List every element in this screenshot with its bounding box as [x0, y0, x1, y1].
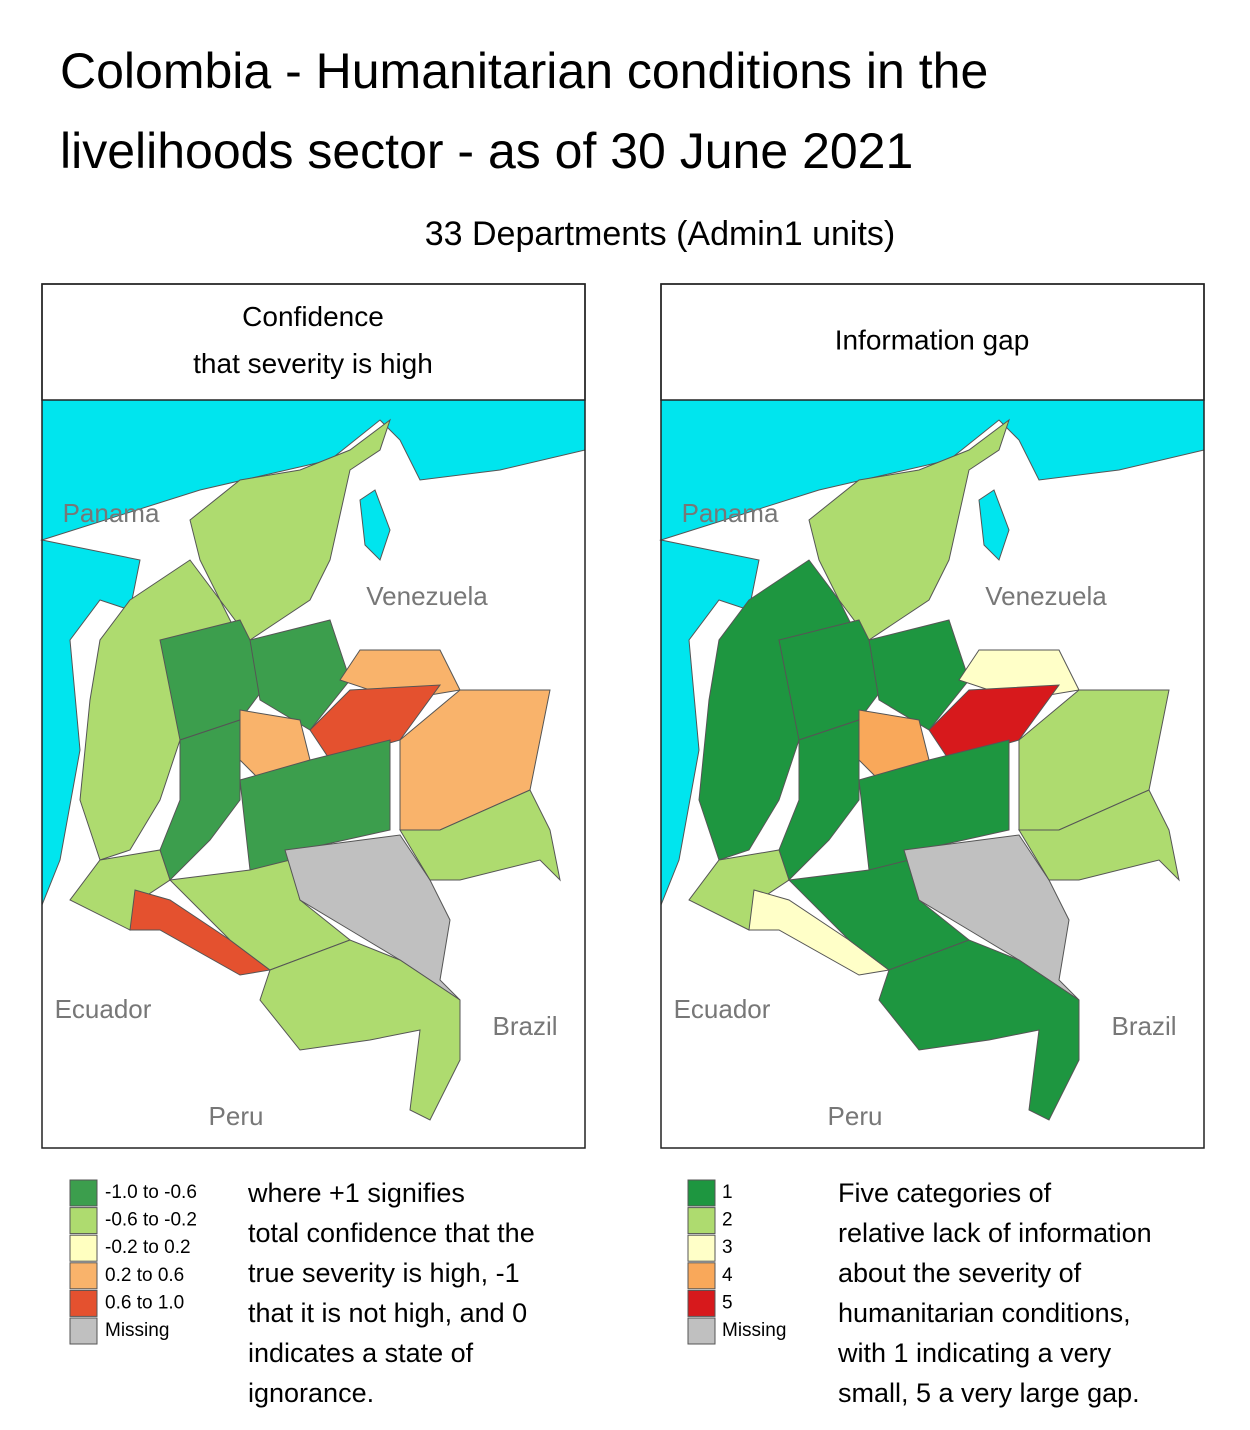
title-line: livelihoods sector - as of 30 June 2021 — [60, 123, 913, 179]
panel-header: Information gap — [835, 324, 1030, 355]
title-line: Colombia - Humanitarian conditions in th… — [60, 43, 988, 99]
department — [868, 619, 970, 731]
department — [778, 719, 860, 881]
map-frame — [41, 283, 586, 1149]
lake — [978, 489, 1010, 561]
legend-label: 1 — [722, 1182, 733, 1203]
note-line: total confidence that the — [248, 1218, 535, 1248]
legend-swatch — [687, 1179, 716, 1207]
legend-swatch — [687, 1289, 716, 1317]
note-line: where +1 signifies — [247, 1178, 465, 1208]
country-label: Ecuador — [674, 994, 771, 1024]
legend-label: 4 — [722, 1265, 733, 1286]
department — [928, 684, 1061, 761]
legend-swatch — [69, 1234, 98, 1262]
country-label: Peru — [209, 1101, 264, 1131]
note-line: Five categories of — [838, 1178, 1052, 1208]
legend-swatch — [69, 1317, 98, 1345]
country-label: Panama — [682, 498, 779, 528]
department — [129, 889, 272, 976]
lake — [359, 489, 391, 561]
note-line: true severity is high, -1 — [248, 1258, 520, 1288]
note-line: ignorance. — [248, 1378, 374, 1408]
panel-header: Confidence — [242, 301, 384, 332]
map-panel: Confidence that severity is high Panama Ven… — [40, 283, 586, 1408]
country-label: Venezuela — [366, 581, 488, 611]
legend-swatch — [687, 1207, 716, 1235]
legend-label: 0.6 to 1.0 — [105, 1292, 184, 1313]
note-line: with 1 indicating a very — [837, 1338, 1112, 1368]
department — [903, 834, 1080, 1001]
legend-swatch — [69, 1179, 98, 1207]
legend-swatch — [687, 1317, 716, 1345]
department — [787, 859, 970, 971]
note-line: small, 5 a very large gap. — [838, 1378, 1140, 1408]
legend-label: 3 — [722, 1237, 733, 1258]
legend-label: -1.0 to -0.6 — [105, 1182, 197, 1203]
country-label: Venezuela — [985, 581, 1107, 611]
legend-label: 0.2 to 0.6 — [105, 1265, 184, 1286]
note-line: humanitarian conditions, — [838, 1298, 1131, 1328]
department — [159, 719, 241, 881]
note-line: indicates a state of — [248, 1338, 474, 1368]
subtitle: 33 Departments (Admin1 units) — [425, 215, 896, 253]
department — [284, 834, 461, 1001]
legend-label: 2 — [722, 1210, 733, 1231]
legend-swatch — [687, 1234, 716, 1262]
map-panel: Information gap Panama Venezuela Ecuador Bra… — [659, 283, 1205, 1408]
department — [808, 418, 1010, 641]
department — [189, 418, 391, 641]
note-line: that it is not high, and 0 — [248, 1298, 527, 1328]
legend-swatch — [69, 1262, 98, 1290]
country-label: Brazil — [492, 1011, 557, 1041]
legend-swatch — [69, 1289, 98, 1317]
department — [249, 619, 351, 731]
department — [168, 859, 351, 971]
department — [748, 889, 891, 976]
note-line: about the severity of — [838, 1258, 1082, 1288]
department — [309, 684, 442, 761]
panel-header: that severity is high — [193, 348, 433, 379]
department — [878, 939, 1080, 1121]
legend-swatch — [687, 1262, 716, 1290]
note-line: relative lack of information — [838, 1218, 1152, 1248]
department — [1018, 789, 1180, 882]
legend-label: -0.6 to -0.2 — [105, 1210, 197, 1231]
department — [399, 789, 561, 882]
legend-swatch — [69, 1207, 98, 1235]
country-label: Peru — [828, 1101, 883, 1131]
legend-label: 5 — [722, 1292, 733, 1313]
legend-label: Missing — [722, 1320, 786, 1341]
country-label: Panama — [63, 498, 160, 528]
map-frame — [660, 283, 1205, 1149]
header-box — [41, 283, 586, 401]
department — [259, 939, 461, 1121]
country-label: Ecuador — [55, 994, 152, 1024]
legend-label: -0.2 to 0.2 — [105, 1237, 191, 1258]
legend-label: Missing — [105, 1320, 169, 1341]
country-label: Brazil — [1111, 1011, 1176, 1041]
